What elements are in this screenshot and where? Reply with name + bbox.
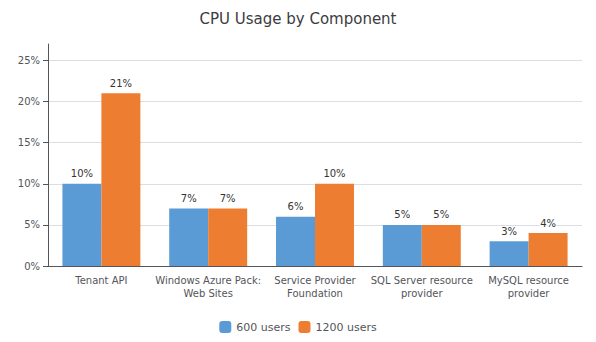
svg-text:10%: 10% <box>71 168 93 179</box>
svg-text:5%: 5% <box>24 219 40 230</box>
svg-text:6%: 6% <box>288 201 304 212</box>
svg-text:10%: 10% <box>323 168 345 179</box>
svg-text:15%: 15% <box>18 137 40 148</box>
svg-text:25%: 25% <box>18 55 40 66</box>
svg-text:provider: provider <box>401 288 444 299</box>
svg-text:7%: 7% <box>220 193 236 204</box>
svg-text:7%: 7% <box>181 193 197 204</box>
svg-text:Windows Azure Pack:: Windows Azure Pack: <box>155 275 261 286</box>
svg-text:0%: 0% <box>24 261 40 272</box>
svg-text:4%: 4% <box>540 218 556 229</box>
svg-text:10%: 10% <box>18 178 40 189</box>
svg-text:Web Sites: Web Sites <box>184 288 233 299</box>
svg-text:Foundation: Foundation <box>287 288 343 299</box>
svg-text:Service Provider: Service Provider <box>274 275 356 286</box>
svg-text:CPU Usage by Component: CPU Usage by Component <box>199 10 396 28</box>
svg-text:3%: 3% <box>501 226 517 237</box>
svg-text:provider: provider <box>508 288 551 299</box>
svg-text:5%: 5% <box>394 209 410 220</box>
svg-text:MySQL resource: MySQL resource <box>488 275 569 286</box>
svg-text:20%: 20% <box>18 96 40 107</box>
svg-text:1200 users: 1200 users <box>316 321 377 334</box>
svg-text:5%: 5% <box>433 209 449 220</box>
svg-text:SQL Server resource: SQL Server resource <box>371 275 473 286</box>
svg-text:Tenant API: Tenant API <box>74 275 127 286</box>
svg-text:600 users: 600 users <box>236 321 290 334</box>
svg-text:21%: 21% <box>110 78 132 89</box>
